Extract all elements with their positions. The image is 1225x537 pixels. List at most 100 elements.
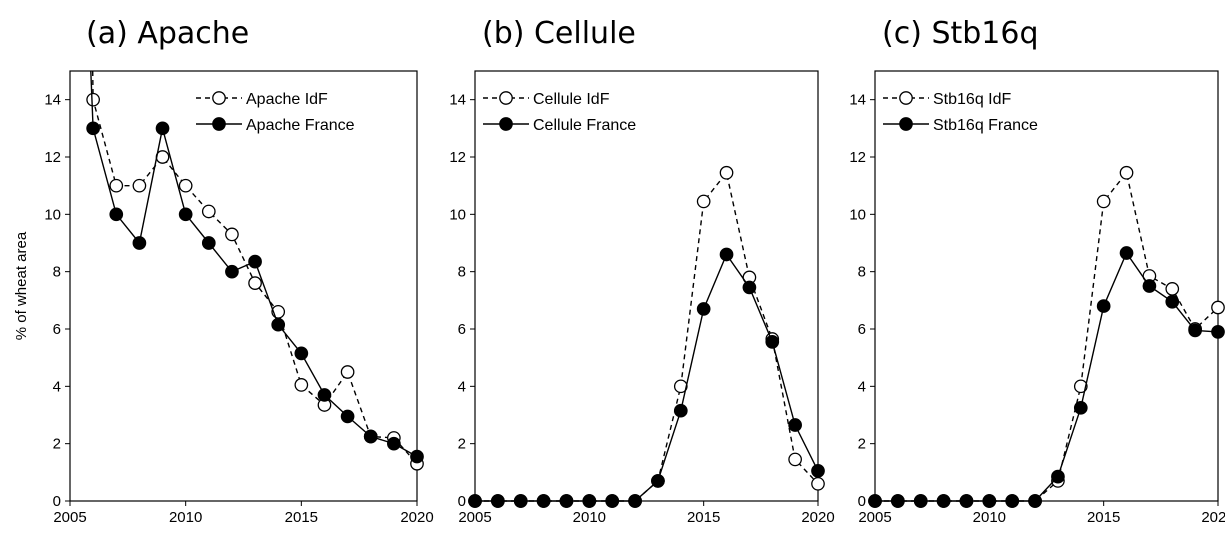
- data-point-france: [201, 236, 216, 250]
- x-tick-label: 2005: [53, 509, 86, 526]
- data-point-france: [513, 494, 528, 508]
- data-point-idf: [811, 476, 825, 491]
- data-point-france: [132, 236, 147, 250]
- data-point-france: [1051, 469, 1065, 484]
- data-point-france: [811, 464, 825, 478]
- data-point-france: [788, 418, 802, 432]
- data-point-france: [936, 494, 951, 508]
- y-tick-label: 14: [449, 92, 466, 109]
- series-line-france: [90, 71, 418, 458]
- data-point-france: [155, 121, 170, 136]
- chart-panel-0: (a) Apache 0 2 4 6 8 10 12 14 2005 2010 2015 2020 % o…: [13, 16, 434, 526]
- series-line-idf: [875, 171, 1219, 502]
- x-tick-label: 2020: [801, 509, 834, 526]
- y-tick-label: 0: [458, 493, 466, 510]
- data-point-france: [536, 494, 551, 508]
- data-point-france: [765, 335, 780, 349]
- y-tick-label: 6: [53, 321, 61, 338]
- y-tick-label: 2: [53, 436, 61, 453]
- y-tick-label: 8: [858, 264, 866, 281]
- data-point-france: [582, 494, 597, 508]
- data-point-idf: [86, 92, 100, 107]
- chart-title: (c) Stb16q: [882, 16, 1039, 51]
- data-point-france: [491, 494, 505, 508]
- data-point-france: [982, 494, 997, 508]
- plot-frame: [474, 70, 819, 502]
- x-tick-label: 2015: [285, 509, 318, 526]
- y-tick-label: 10: [849, 206, 866, 223]
- y-tick-label: 4: [458, 378, 466, 395]
- data-point-idf: [1096, 194, 1111, 209]
- data-point-france: [294, 346, 309, 361]
- legend-label: Apache IdF: [246, 91, 328, 108]
- data-point-france: [468, 494, 482, 508]
- data-point-france: [178, 207, 193, 222]
- data-point-france: [719, 247, 734, 262]
- data-point-france: [1142, 279, 1157, 293]
- y-tick-label: 2: [858, 436, 866, 453]
- legend-marker: [499, 91, 513, 105]
- series-line-france: [875, 251, 1219, 502]
- data-point-idf: [248, 276, 262, 290]
- y-tick-label: 4: [858, 378, 866, 395]
- chart-panel-2: (c) Stb16q 0 2 4 6 8 10 12 14 2005 2010 2015 2020 Stb…: [849, 16, 1225, 526]
- y-tick-label: 14: [44, 92, 61, 109]
- series-line-france: [475, 253, 819, 502]
- data-point-idf: [788, 452, 802, 467]
- data-point-idf: [109, 178, 124, 193]
- y-tick-label: 14: [849, 92, 866, 109]
- chart-panel-1: (b) Cellule 0 2 4 6 8 10 12 14 2005 2010 2015 2020 Ce…: [449, 16, 834, 526]
- data-point-idf: [673, 379, 688, 394]
- data-point-france: [86, 121, 100, 136]
- x-tick-label: 2015: [1087, 509, 1120, 526]
- legend-label: Stb16q IdF: [933, 91, 1012, 108]
- plot-frame: [874, 70, 1219, 502]
- legend-marker: [212, 91, 226, 105]
- y-tick-label: 6: [458, 321, 466, 338]
- data-point-france: [673, 403, 688, 418]
- y-tick-label: 0: [858, 493, 866, 510]
- data-point-france: [651, 474, 665, 488]
- data-point-france: [1119, 246, 1134, 260]
- data-point-idf: [1119, 165, 1134, 180]
- data-point-france: [696, 302, 711, 316]
- data-point-france: [1165, 294, 1180, 309]
- x-tick-label: 2010: [573, 509, 606, 526]
- y-tick-label: 12: [849, 149, 866, 166]
- legend-marker: [212, 117, 226, 131]
- data-point-france: [340, 409, 355, 424]
- data-point-france: [742, 280, 757, 295]
- data-point-france: [410, 449, 424, 464]
- x-tick-label: 2005: [458, 509, 491, 526]
- y-tick-label: 10: [449, 206, 466, 223]
- data-point-idf: [696, 194, 711, 209]
- x-tick-label: 2020: [400, 509, 433, 526]
- y-tick-label: 10: [44, 206, 61, 223]
- y-tick-label: 8: [53, 264, 61, 281]
- legend-label: Cellule IdF: [533, 91, 610, 108]
- legend-marker: [499, 117, 513, 131]
- data-point-idf: [719, 165, 734, 180]
- chart-title: (a) Apache: [86, 16, 249, 51]
- data-point-france: [1096, 299, 1111, 313]
- data-point-france: [109, 207, 124, 222]
- data-point-france: [225, 264, 239, 279]
- data-point-idf: [178, 178, 193, 193]
- y-tick-label: 6: [858, 321, 866, 338]
- data-point-idf: [201, 204, 216, 219]
- plot-frame: [69, 70, 418, 502]
- data-point-france: [271, 317, 286, 332]
- series-line-idf: [92, 71, 418, 465]
- data-point-idf: [294, 378, 309, 392]
- y-tick-label: 12: [44, 149, 61, 166]
- data-point-france: [1211, 325, 1225, 339]
- data-point-idf: [225, 227, 239, 242]
- data-point-france: [605, 494, 620, 508]
- data-point-france: [1188, 323, 1202, 338]
- data-point-idf: [1211, 300, 1225, 315]
- data-point-france: [317, 388, 332, 402]
- data-point-idf: [1165, 282, 1180, 296]
- data-point-france: [1005, 494, 1020, 508]
- x-tick-label: 2010: [973, 509, 1006, 526]
